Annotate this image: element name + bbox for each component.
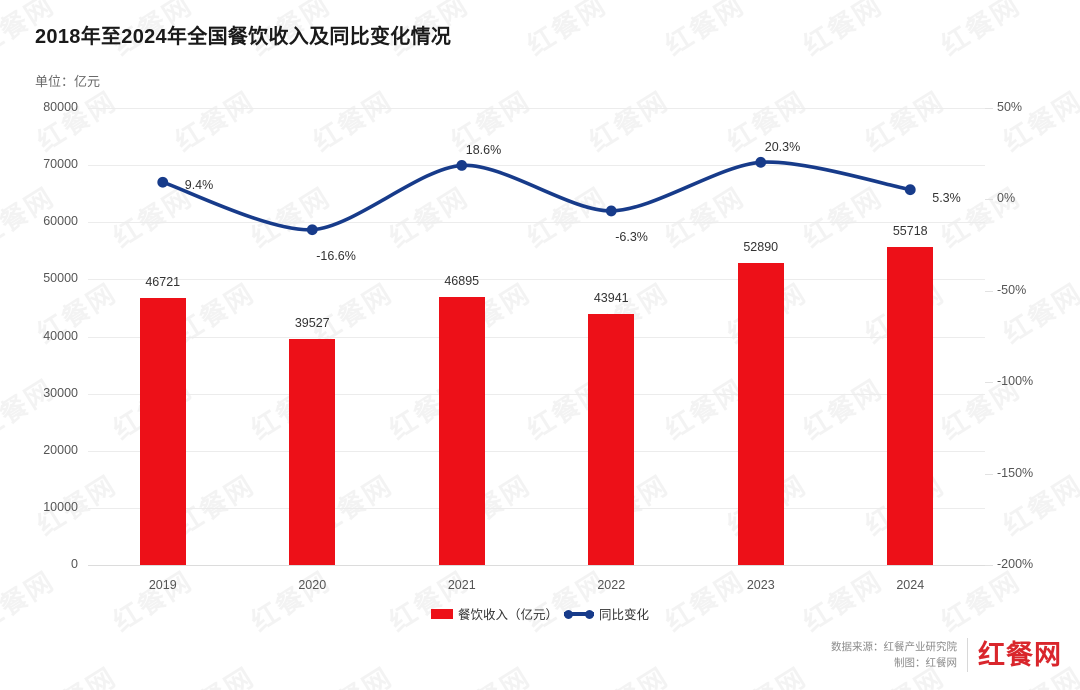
gridline [88,508,985,509]
y-axis-left-tick-label: 20000 [43,442,78,457]
bar-2024[interactable] [887,246,934,565]
y-axis-left-tick-label: 70000 [43,157,78,172]
bar-value-label-2020: 39527 [294,316,330,331]
footer-divider [967,638,968,672]
y-axis-left-tick-label: 40000 [43,328,78,343]
watermark-text: 红餐网 [794,560,888,639]
gridline [88,451,985,452]
y-axis-right-tick-label: -200% [997,557,1034,571]
trend-value-label-2023: 20.3% [764,140,801,155]
x-axis-tick-label-2021: 2021 [447,578,476,592]
watermark-text: 红餐网 [0,560,61,639]
watermark-text: 红餐网 [104,560,198,639]
chart-footer: 数据来源：红餐产业研究院 制图：红餐网 红餐网 [831,638,1062,672]
trend-value-label-2022: -6.3% [615,229,648,244]
y-axis-right-tick-mark [985,474,993,475]
page-title: 2018年至2024年全国餐饮收入及同比变化情况 [35,26,452,48]
bar-2021[interactable] [438,297,485,565]
chart-legend: 餐饮收入（亿元） 同比变化 [0,604,1080,623]
watermark-text: 红餐网 [718,656,812,690]
y-axis-right-tick-label: 0% [997,191,1016,206]
bar-value-label-2023: 52890 [743,239,779,254]
watermark-text: 红餐网 [380,560,474,639]
y-axis-left-tick-label: 0 [71,557,78,571]
watermark-text: 红餐网 [932,0,1026,63]
bar-value-label-2019: 46721 [145,275,181,290]
watermark-text: 红餐网 [304,656,398,690]
legend-item-yoy[interactable]: 同比变化 [564,604,649,623]
watermark-text: 红餐网 [994,80,1080,159]
gridline [88,108,985,109]
gridline [88,337,985,338]
y-axis-right-tick-label: -50% [997,282,1027,297]
watermark-text: 红餐网 [794,0,888,63]
legend-line-swatch-icon [564,608,594,619]
watermark-text: 红餐网 [0,368,61,447]
legend-label-yoy: 同比变化 [599,608,650,622]
watermark-text: 红餐网 [166,656,260,690]
watermark-text: 红餐网 [656,0,750,63]
legend-label-revenue: 餐饮收入（亿元） [457,608,558,622]
watermark-text: 红餐网 [932,560,1026,639]
trend-value-label-2021: 18.6% [465,143,502,158]
y-axis-left-tick-label: 80000 [43,100,78,114]
watermark-text: 红餐网 [442,656,536,690]
y-axis-left-tick-label: 60000 [43,214,78,229]
y-axis-right-tick-mark [985,565,993,566]
y-axis-left-tick-label: 50000 [43,271,78,286]
watermark-text: 红餐网 [1070,0,1080,63]
gridline [88,565,985,566]
watermark-text: 红餐网 [1070,560,1080,639]
y-axis-right-tick-mark [985,108,993,109]
bar-2022[interactable] [588,313,635,565]
source-text: 数据来源：红餐产业研究院 制图：红餐网 [831,640,957,669]
watermark-text: 红餐网 [656,560,750,639]
trend-value-label-2024: 5.3% [932,190,961,205]
x-axis-tick-label-2023: 2023 [746,578,775,592]
watermark-text: 红餐网 [518,0,612,63]
bar-value-label-2024: 55718 [892,223,928,238]
bar-value-label-2022: 43941 [593,290,629,305]
gridline [88,279,985,280]
legend-line-dot-left-icon [564,609,573,619]
bar-2023[interactable] [737,262,784,565]
y-axis-right-tick-mark [985,382,993,383]
watermark-text: 红餐网 [1070,368,1080,447]
bar-value-label-2021: 46895 [444,274,480,289]
legend-bar-swatch-icon [430,608,453,619]
trend-value-label-2019: 9.4% [184,178,214,193]
x-axis-tick-label-2019: 2019 [148,578,177,592]
legend-item-revenue[interactable]: 餐饮收入（亿元） [430,604,558,623]
watermark-text: 红餐网 [518,560,612,639]
plot-area [88,108,985,565]
y-axis-left-tick-label: 10000 [43,499,78,514]
unit-label: 单位：亿元 [35,74,101,89]
watermark-text: 红餐网 [1070,176,1080,255]
watermark-text: 红餐网 [580,656,674,690]
y-axis-right-tick-mark [985,291,993,292]
x-axis-tick-label-2024: 2024 [896,578,925,592]
bar-2019[interactable] [139,298,186,565]
x-axis-tick-label-2020: 2020 [298,578,327,592]
gridline [88,394,985,395]
trend-value-label-2020: -16.6% [316,248,356,263]
watermark-text: 红餐网 [242,560,336,639]
y-axis-right-tick-label: 50% [997,100,1023,114]
watermark-text: 红餐网 [28,656,122,690]
y-axis-right-tick-label: -150% [997,465,1034,480]
brand-logo: 红餐网 [978,639,1062,671]
x-axis-tick-label-2022: 2022 [597,578,626,592]
y-axis-right-tick-label: -100% [997,374,1034,389]
legend-line-dot-right-icon [585,609,594,619]
y-axis-left-tick-label: 30000 [43,385,78,400]
bar-2020[interactable] [289,339,336,565]
y-axis-right-tick-mark [985,199,993,200]
